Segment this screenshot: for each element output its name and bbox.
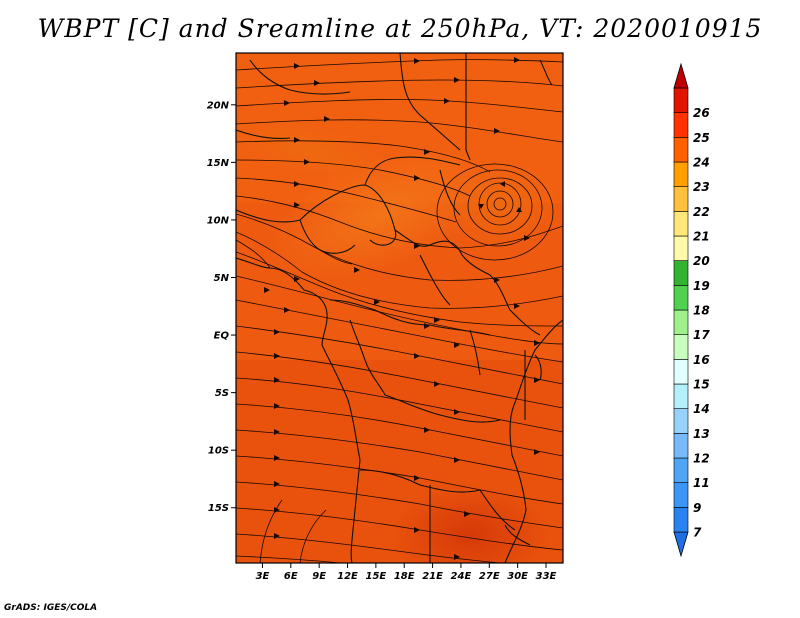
lat-label: 5S xyxy=(215,388,229,399)
colorbar-label: 17 xyxy=(693,328,710,342)
colorbar-low-arrow xyxy=(673,531,689,558)
lon-label: 12E xyxy=(337,571,358,582)
colorbar-label: 7 xyxy=(693,526,702,540)
colorbar-swatch xyxy=(673,334,689,360)
colorbar-swatch xyxy=(673,112,689,138)
footer-credit: GrADS: IGES/COLA xyxy=(4,603,98,613)
colorbar-label: 25 xyxy=(693,131,710,145)
colorbar-label: 11 xyxy=(693,476,710,490)
colorbar-label: 15 xyxy=(693,378,710,392)
colorbar-label: 9 xyxy=(693,501,701,515)
colorbar-label: 20 xyxy=(693,254,710,268)
lon-label: 30E xyxy=(507,571,528,582)
lon-label: 6E xyxy=(284,571,298,582)
lon-label: 9E xyxy=(312,571,326,582)
colorbar-label: 24 xyxy=(693,156,710,170)
colorbar-swatch xyxy=(673,260,689,286)
colorbar-swatch xyxy=(673,507,689,533)
map-title: WBPT [C] and Sreamline at 250hPa, VT: 20… xyxy=(37,14,763,43)
lon-label: 24E xyxy=(451,571,472,582)
colorbar: 7 9 11 12 13 14 15 16 17 18 19 20 21 22 23 24 25 26 xyxy=(673,62,710,558)
lat-label: 15N xyxy=(207,158,230,169)
colorbar-swatch xyxy=(673,285,689,311)
colorbar-label: 19 xyxy=(693,279,710,293)
colorbar-swatch xyxy=(673,235,689,261)
lon-label: 3E xyxy=(256,571,270,582)
colorbar-label: 21 xyxy=(693,230,710,244)
colorbar-label: 26 xyxy=(693,106,710,120)
colorbar-label: 14 xyxy=(693,402,710,416)
colorbar-swatch xyxy=(673,482,689,508)
colorbar-swatch xyxy=(673,359,689,385)
lat-label: EQ xyxy=(214,331,230,342)
colorbar-label: 12 xyxy=(693,452,710,466)
streamlines xyxy=(236,59,563,563)
coastlines xyxy=(236,53,563,563)
lon-label: 21E xyxy=(422,571,443,582)
lat-label: 20N xyxy=(207,100,230,111)
lat-label: 5N xyxy=(214,273,230,284)
colorbar-swatch xyxy=(673,309,689,335)
lon-label: 15E xyxy=(365,571,386,582)
colorbar-label: 22 xyxy=(693,205,710,219)
latitude-axis: 20N 15N 10N 5N EQ 5S 10S 15S xyxy=(207,100,236,514)
colorbar-swatch xyxy=(673,186,689,212)
lon-label: 18E xyxy=(394,571,415,582)
colorbar-swatch xyxy=(673,87,689,113)
colorbar-label: 18 xyxy=(693,304,710,318)
lon-label: 33E xyxy=(536,571,557,582)
colorbar-label: 23 xyxy=(693,180,710,194)
colorbar-high-arrow xyxy=(673,62,689,89)
lat-label: 10S xyxy=(208,446,229,457)
colorbar-swatch xyxy=(673,408,689,434)
colorbar-swatch xyxy=(673,383,689,409)
colorbar-swatch xyxy=(673,433,689,459)
lon-label: 27E xyxy=(479,571,500,582)
colorbar-swatch xyxy=(673,457,689,483)
colorbar-swatch xyxy=(673,211,689,237)
map-frame xyxy=(235,52,564,564)
streamline-arrows xyxy=(264,57,540,560)
longitude-axis: 3E 6E 9E 12E 15E 18E 21E 24E 27E 30E 33E xyxy=(256,563,557,582)
map-plot-area xyxy=(236,53,563,563)
colorbar-swatch xyxy=(673,161,689,187)
colorbar-swatch xyxy=(673,137,689,163)
lat-label: 15S xyxy=(208,503,229,514)
colorbar-label: 13 xyxy=(693,427,710,441)
colorbar-label: 16 xyxy=(693,353,710,367)
lat-label: 10N xyxy=(207,215,230,226)
